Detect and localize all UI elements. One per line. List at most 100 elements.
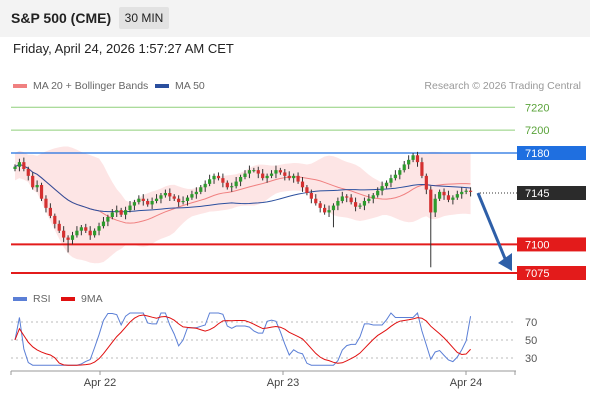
candle-body xyxy=(420,162,424,176)
level-label-7145: 7145 xyxy=(525,188,549,200)
candle-body xyxy=(367,198,371,201)
candle-body xyxy=(194,191,198,195)
candle-body xyxy=(119,210,123,215)
candle-body xyxy=(185,197,190,201)
candle-body xyxy=(168,193,172,197)
ma20-swatch xyxy=(13,84,27,88)
candle-body xyxy=(384,182,389,187)
copyright: Research © 2026 Trading Central xyxy=(424,80,581,92)
candle-body xyxy=(296,175,300,182)
x-tick-label: Apr 23 xyxy=(267,377,299,389)
rsi-tick-30: 30 xyxy=(525,353,537,365)
candle-body xyxy=(48,207,52,216)
header-bar xyxy=(0,0,590,37)
candles xyxy=(13,151,473,268)
candle-body xyxy=(159,195,163,199)
rsi-tick-50: 50 xyxy=(525,335,537,347)
candle-body xyxy=(287,175,291,179)
level-label-7180: 7180 xyxy=(525,148,549,160)
candle-body xyxy=(190,194,194,198)
candle-body xyxy=(411,155,415,160)
candle-body xyxy=(442,191,446,196)
candle-body xyxy=(371,195,375,199)
bollinger-band xyxy=(15,146,471,264)
x-tick-label: Apr 24 xyxy=(450,377,482,389)
legend-ma50: MA 50 xyxy=(155,80,205,92)
candle-body xyxy=(53,215,57,224)
candle-body xyxy=(256,170,260,174)
candle-body xyxy=(163,193,167,196)
candle-body xyxy=(468,190,473,192)
candle-body xyxy=(323,207,327,213)
candle-body xyxy=(26,169,30,176)
symbol-title: S&P 500 (CME) xyxy=(11,10,112,26)
candle-body xyxy=(208,179,212,184)
candle-body xyxy=(402,164,406,171)
candle-body xyxy=(265,175,269,179)
level-label-7075: 7075 xyxy=(525,268,549,280)
candle-body xyxy=(362,201,367,206)
candle-body xyxy=(424,175,428,190)
candle-body xyxy=(438,191,442,199)
rsi-ma-swatch xyxy=(61,297,75,301)
candle-body xyxy=(212,175,216,180)
candle-body xyxy=(393,174,397,179)
level-label-7200: 7200 xyxy=(525,125,549,137)
legend-rsi: RSI xyxy=(13,293,51,305)
candle-body xyxy=(349,197,353,203)
candle-body xyxy=(460,191,464,195)
candle-body xyxy=(93,230,97,236)
forecast-arrow-shaft xyxy=(476,192,508,262)
candle-body xyxy=(177,198,181,203)
level-box-7145 xyxy=(517,186,586,200)
candle-body xyxy=(451,197,455,200)
candle-body xyxy=(358,205,362,207)
candle-body xyxy=(57,223,61,231)
rsi-ma-line xyxy=(14,314,471,366)
candle-body xyxy=(123,210,128,215)
legend-rsi-label: RSI xyxy=(33,293,51,305)
candle-body xyxy=(345,196,349,198)
candle-body xyxy=(88,230,92,236)
rsi-swatch xyxy=(13,297,27,301)
candle-body xyxy=(243,173,247,177)
candle-body xyxy=(314,198,318,204)
candle-body xyxy=(70,235,75,240)
legend-ma20: MA 20 + Bollinger Bands xyxy=(13,80,148,92)
candle-body xyxy=(128,205,132,211)
candle-body xyxy=(216,175,221,179)
candle-body xyxy=(327,210,331,213)
candle-body xyxy=(203,183,207,188)
legend-rsi-ma-label: 9MA xyxy=(81,293,103,305)
candle-body xyxy=(305,187,309,193)
chart-datetime: Friday, April 24, 2026 1:57:27 AM CET xyxy=(13,41,234,56)
candle-body xyxy=(141,198,145,201)
ma50-swatch xyxy=(155,84,169,88)
timeframe-button[interactable]: 30 MIN xyxy=(119,7,169,29)
rsi-tick-70: 70 xyxy=(525,317,537,329)
legend-rsi-ma: 9MA xyxy=(61,293,103,305)
candle-body xyxy=(84,227,88,231)
candle-body xyxy=(269,173,274,176)
forecast-arrow-head xyxy=(498,253,512,271)
candle-body xyxy=(407,159,411,165)
candle-body xyxy=(389,178,393,183)
level-label-7220: 7220 xyxy=(525,102,549,114)
candle-body xyxy=(39,185,44,199)
level-box-7075 xyxy=(517,266,586,280)
candle-body xyxy=(331,205,336,211)
candle-body xyxy=(221,178,225,183)
candle-body xyxy=(415,155,420,163)
candle-body xyxy=(230,186,234,188)
x-tick-label: Apr 22 xyxy=(84,377,116,389)
candle-body xyxy=(300,181,305,188)
ma50-line xyxy=(14,163,471,213)
candle-body xyxy=(340,196,344,201)
candle-body xyxy=(278,170,282,173)
candle-body xyxy=(62,230,66,238)
candle-body xyxy=(22,162,26,169)
candle-body xyxy=(376,190,380,196)
candle-body xyxy=(115,210,119,213)
candle-body xyxy=(433,198,437,213)
